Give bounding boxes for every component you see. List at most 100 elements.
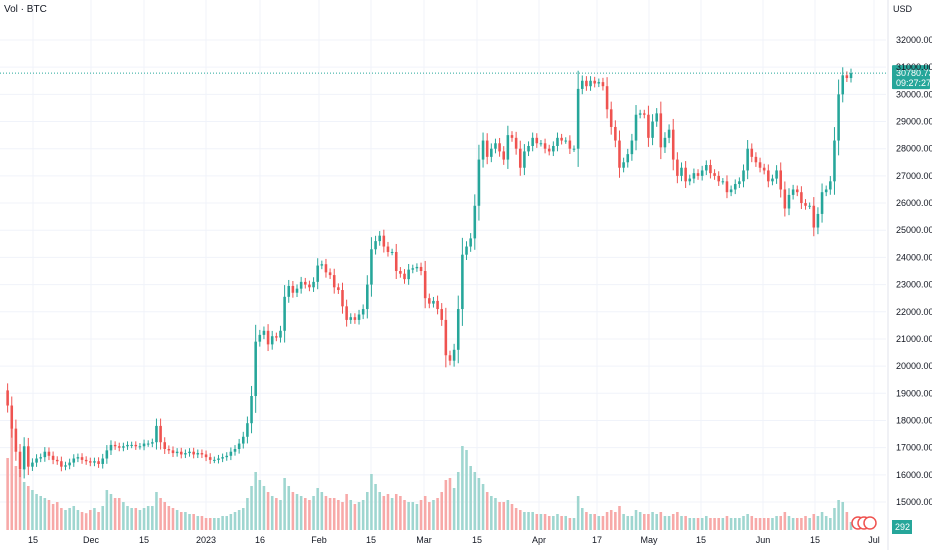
volume-bar	[208, 518, 212, 530]
volume-bar	[374, 484, 377, 530]
candle-body	[709, 165, 712, 174]
candle-body	[246, 423, 249, 437]
candle-body	[105, 450, 109, 459]
volume-bar	[490, 496, 493, 530]
candle-body	[767, 170, 770, 182]
volume-bar	[55, 502, 59, 530]
volume-bar	[572, 518, 576, 530]
volume-bar	[589, 514, 592, 530]
candle-body	[837, 94, 840, 141]
volume-bar	[328, 498, 332, 530]
candle-body	[738, 181, 741, 185]
volume-bar	[473, 472, 477, 530]
volume-bar	[444, 480, 448, 530]
volume-bar	[225, 516, 229, 530]
candle-body	[795, 189, 799, 193]
candle-body	[382, 235, 386, 247]
volume-bar	[213, 518, 216, 530]
candle-body	[241, 436, 245, 444]
volume-bar	[626, 516, 630, 530]
candle-body	[601, 82, 605, 87]
volume-bar	[456, 472, 460, 530]
candle-body	[485, 140, 489, 157]
volume-bar	[167, 506, 171, 530]
volume-bar	[399, 496, 402, 530]
candle-body	[266, 330, 270, 345]
volume-bar	[469, 466, 472, 530]
volume-bar	[76, 510, 80, 530]
volume-bar	[419, 500, 423, 530]
candle-body	[155, 425, 158, 443]
candle-body	[134, 444, 138, 447]
candle-body	[122, 446, 125, 448]
volume-bar	[692, 518, 696, 530]
candle-body	[130, 444, 133, 446]
volume-bar	[527, 512, 530, 530]
volume-bar	[696, 518, 700, 530]
candle-body	[374, 241, 377, 250]
volume-bar	[461, 446, 464, 530]
candle-body	[283, 296, 286, 331]
candle-body	[287, 285, 291, 297]
volume-bar	[163, 502, 167, 530]
candle-body	[494, 143, 497, 149]
candle-body	[357, 314, 361, 320]
volume-bar	[60, 508, 63, 530]
volume-bar	[680, 516, 683, 530]
candle-body	[51, 455, 55, 460]
candle-body	[626, 154, 630, 163]
volume-bar	[618, 506, 621, 530]
candle-body	[84, 459, 88, 462]
candle-body	[142, 443, 146, 447]
volume-bar	[200, 516, 204, 530]
volume-bar	[481, 484, 485, 530]
volume-bar	[130, 508, 133, 530]
axes: 15000.00 16000.00 17000.00 18000.00 19000.00…	[28, 0, 932, 550]
volume-bar	[241, 508, 245, 530]
candle-body	[667, 129, 671, 138]
candle-body	[618, 140, 621, 168]
volume-bar	[51, 504, 55, 530]
x-tick-label: Mar	[416, 535, 432, 545]
candle-body	[647, 114, 650, 138]
candle-body	[609, 109, 613, 127]
candle-body	[366, 284, 369, 310]
volume-bar	[651, 512, 654, 530]
volume-bar	[270, 496, 274, 530]
candle-body	[800, 192, 803, 204]
candle-body	[146, 443, 150, 445]
candle-body	[572, 148, 576, 150]
y-tick-label: 32000.00	[896, 35, 932, 45]
volume-bar	[771, 518, 774, 530]
candle-body	[399, 271, 402, 274]
x-tick-label: May	[640, 535, 658, 545]
volume-bar	[824, 516, 828, 530]
candle-body	[175, 451, 179, 454]
volume-bar	[543, 514, 547, 530]
grid	[0, 0, 886, 530]
x-tick-label: 16	[255, 535, 265, 545]
event-marker-icon[interactable]	[863, 516, 877, 530]
candle-body	[465, 246, 468, 255]
volume-bar	[287, 486, 291, 530]
x-tick-label: 15	[810, 535, 820, 545]
candle-body	[200, 453, 204, 455]
candle-body	[304, 281, 307, 285]
x-tick-label: Feb	[311, 535, 327, 545]
candle-body	[328, 272, 332, 276]
volume-bar	[506, 500, 510, 530]
volume-bar	[820, 512, 824, 530]
volume-bar	[188, 514, 191, 530]
volume-bar	[423, 496, 427, 530]
y-tick-label: 26000.00	[896, 198, 932, 208]
candle-body	[204, 454, 208, 458]
candle-body	[55, 459, 59, 462]
x-tick-label: 17	[592, 535, 602, 545]
candle-body	[552, 145, 555, 152]
volume-bar	[560, 516, 563, 530]
candle-body	[10, 405, 14, 429]
volume-bar	[146, 506, 150, 530]
volume-bar	[829, 518, 832, 530]
